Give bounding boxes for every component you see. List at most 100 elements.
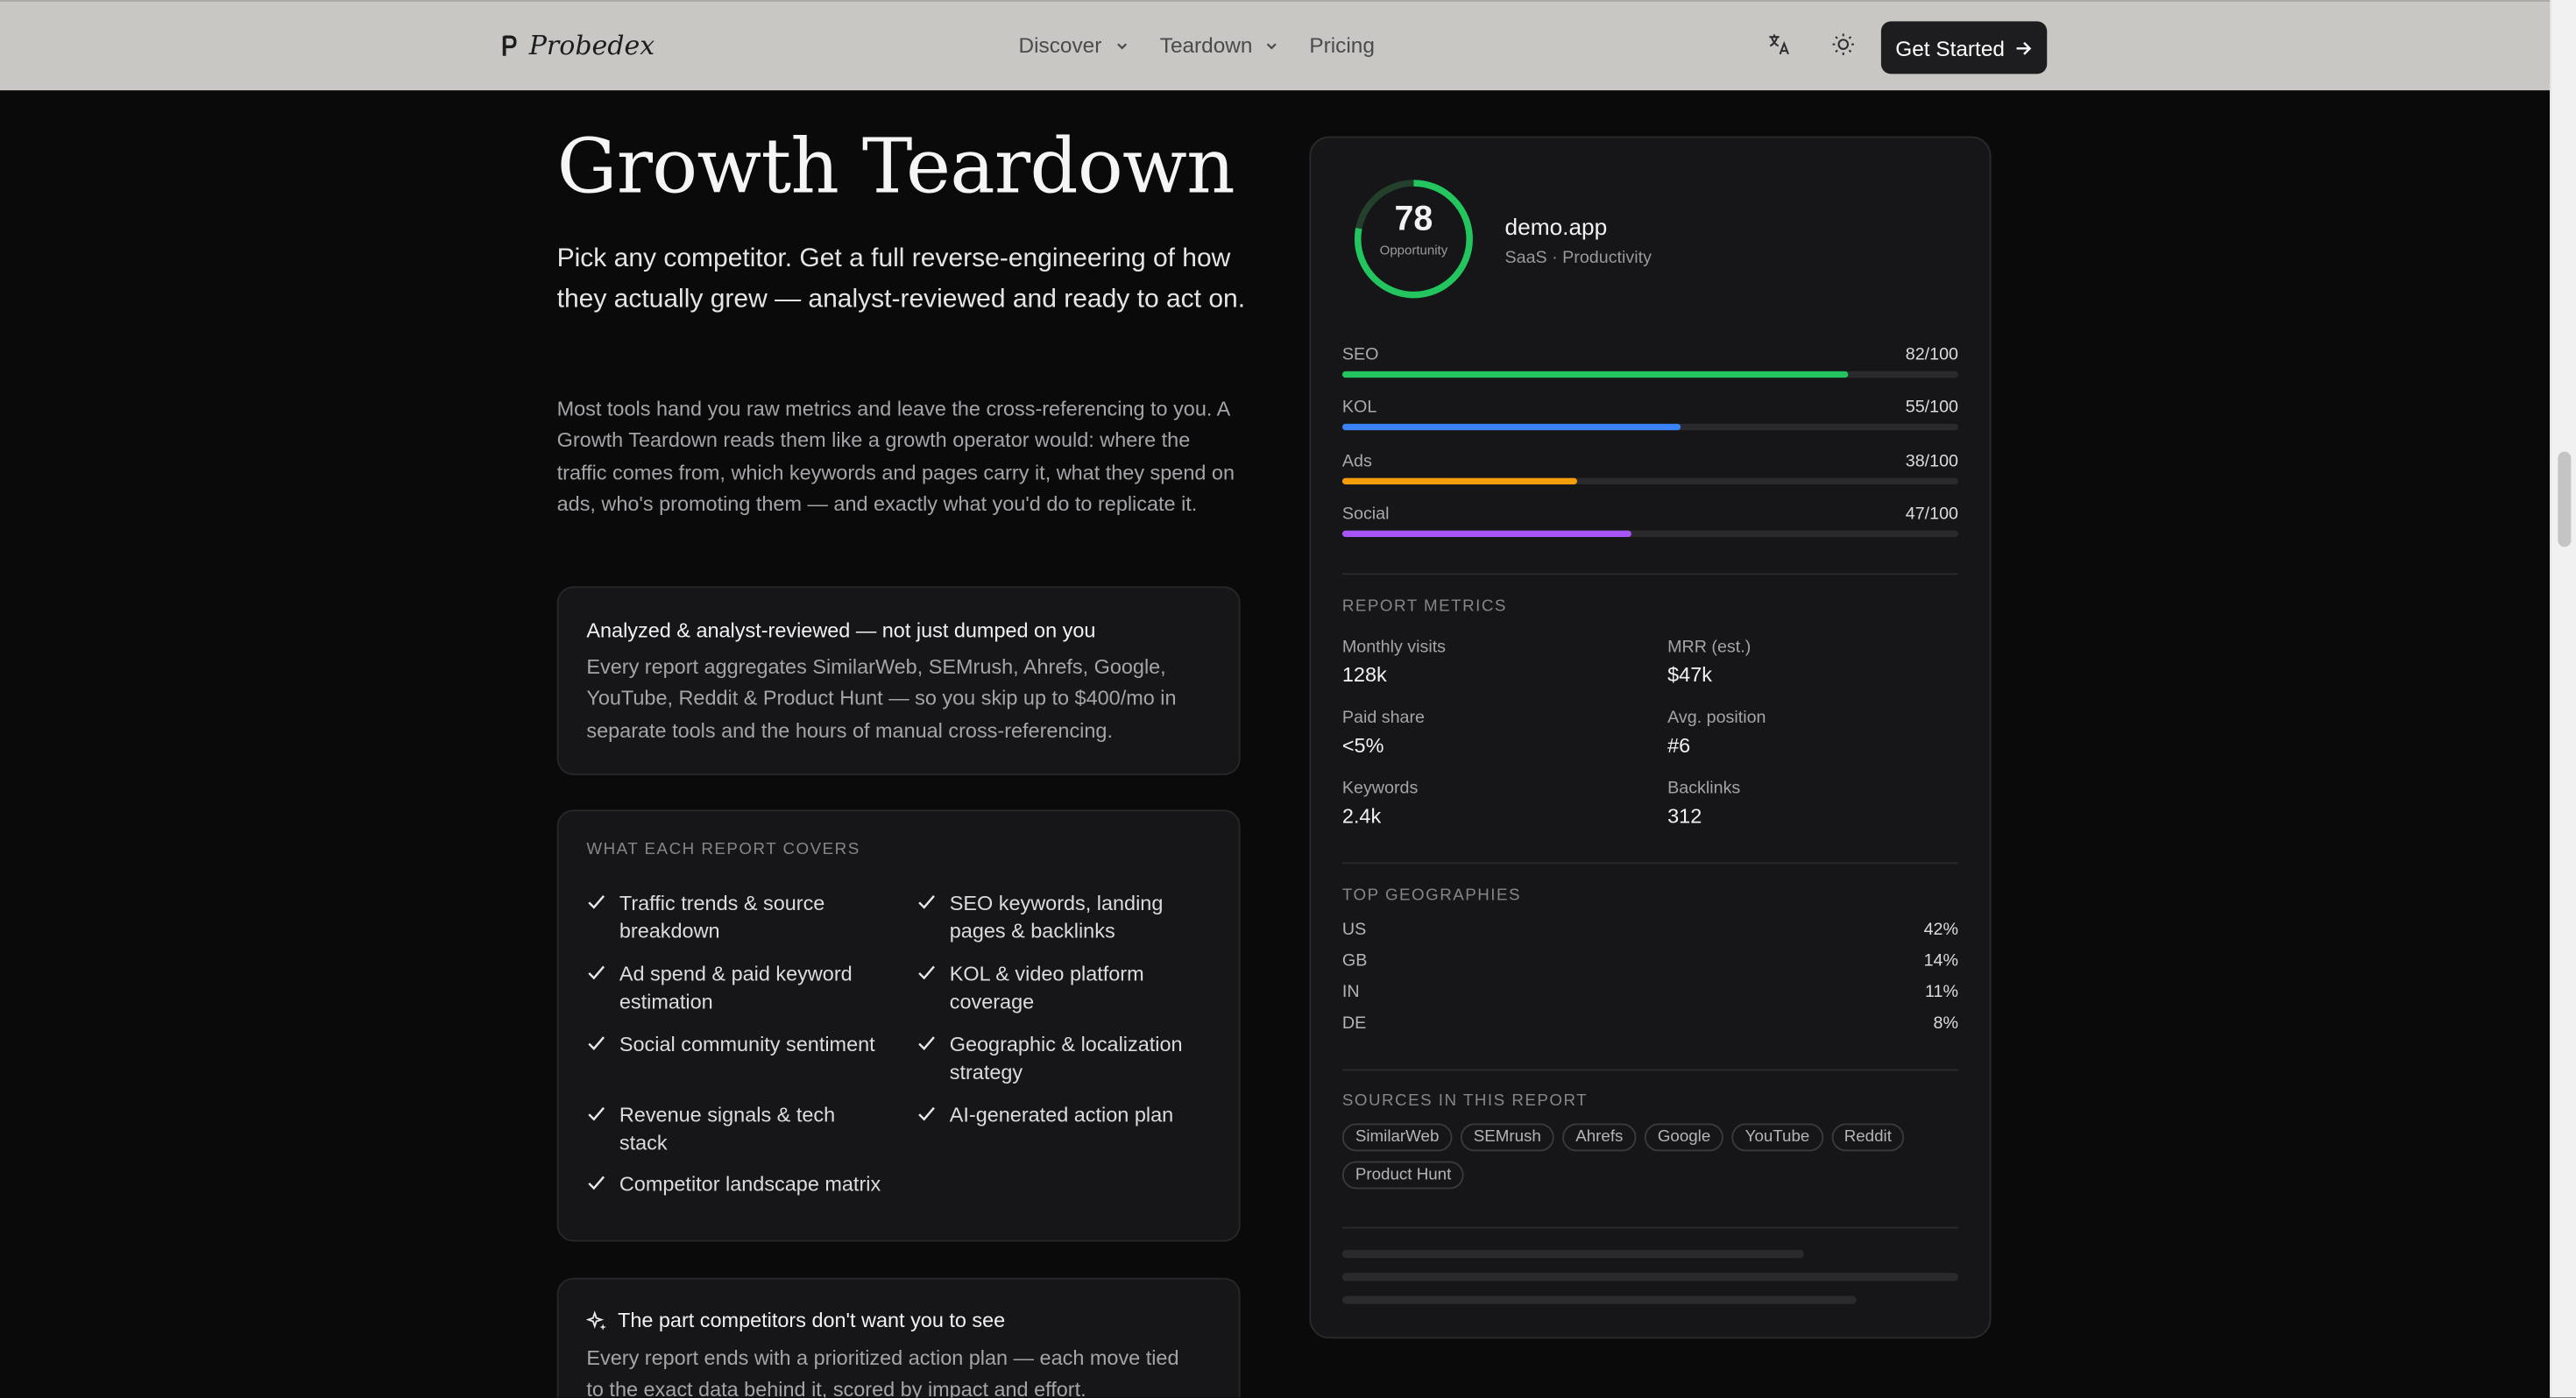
report-covers-item-label: AI-generated action plan bbox=[949, 1104, 1174, 1127]
source-chip: SEMrush bbox=[1460, 1123, 1554, 1152]
check-icon bbox=[588, 1036, 605, 1050]
metric-label: Backlinks bbox=[1667, 778, 1741, 799]
metric-value: 312 bbox=[1667, 804, 1702, 828]
channel-score-label: Ads bbox=[1341, 451, 1372, 472]
channel-score-track bbox=[1341, 423, 1958, 431]
geography-country: US bbox=[1341, 920, 1367, 940]
channel-score-value: 47/100 bbox=[1905, 504, 1958, 525]
metric-value: #6 bbox=[1667, 734, 1691, 758]
geography-country: GB bbox=[1341, 950, 1368, 971]
report-covers-heading: WHAT EACH REPORT COVERS bbox=[586, 841, 860, 859]
geography-share: 11% bbox=[1925, 982, 1958, 1002]
scrollbar-thumb[interactable] bbox=[2558, 451, 2572, 547]
get-started-label: Get Started bbox=[1895, 35, 2005, 60]
report-covers-item-label: SEO keywords, landing pages & backlinks bbox=[949, 892, 1164, 943]
channel-score-fill bbox=[1341, 477, 1577, 485]
report-covers-item-label: Social community sentiment bbox=[619, 1033, 875, 1056]
metric-label: Keywords bbox=[1341, 778, 1419, 799]
report-app-category: SaaS · Productivity bbox=[1504, 248, 1652, 268]
top-geographies-heading: TOP GEOGRAPHIES bbox=[1341, 886, 1522, 906]
action-plan-card: The part competitors don't want you to s… bbox=[556, 1277, 1241, 1398]
action-plan-text: Every report ends with a prioritized act… bbox=[586, 1346, 1179, 1398]
source-chip: Product Hunt bbox=[1341, 1161, 1465, 1190]
channel-score-label: KOL bbox=[1341, 397, 1377, 418]
nav-pricing[interactable]: Pricing bbox=[1309, 33, 1375, 58]
divider bbox=[1341, 862, 1958, 865]
channel-score-fill bbox=[1341, 371, 1848, 378]
metric-label: MRR (est.) bbox=[1667, 637, 1752, 658]
skeleton-line bbox=[1341, 1273, 1958, 1282]
report-covers-item-label: Competitor landscape matrix bbox=[619, 1172, 881, 1196]
nav-discover[interactable]: Discover bbox=[1019, 33, 1129, 58]
skeleton-line bbox=[1341, 1296, 1857, 1304]
divider bbox=[1341, 573, 1958, 575]
analyzed-card-text: Every report aggregates SimilarWeb, SEMr… bbox=[586, 655, 1177, 743]
channel-score-value: 38/100 bbox=[1905, 451, 1958, 472]
report-covers-item: Competitor landscape matrix bbox=[586, 1171, 882, 1199]
opportunity-score-arc bbox=[1354, 180, 1473, 299]
check-icon bbox=[588, 1106, 605, 1121]
source-chip: Ahrefs bbox=[1562, 1123, 1637, 1152]
report-covers-item: Social community sentiment bbox=[586, 1032, 882, 1060]
geography-country: DE bbox=[1341, 1013, 1367, 1034]
report-covers-item: Revenue signals & tech stack bbox=[586, 1102, 882, 1158]
channel-score-track bbox=[1341, 477, 1958, 485]
channel-score-fill bbox=[1341, 423, 1681, 431]
channel-score-label: SEO bbox=[1341, 344, 1379, 365]
source-chip: Reddit bbox=[1830, 1123, 1905, 1152]
opportunity-score-value: 78 bbox=[1394, 200, 1433, 238]
chevron-down-icon bbox=[1116, 42, 1127, 49]
brand-logo[interactable]: Probedex bbox=[501, 29, 655, 61]
action-plan-title: The part competitors don't want you to s… bbox=[618, 1309, 1006, 1332]
report-covers-item: Geographic & localization strategy bbox=[916, 1032, 1196, 1088]
channel-score-track bbox=[1341, 371, 1958, 378]
get-started-button[interactable]: Get Started bbox=[1880, 21, 2048, 74]
metric-value: 2.4k bbox=[1341, 804, 1382, 828]
report-covers-item: AI-generated action plan bbox=[916, 1102, 1196, 1130]
report-covers-item-label: Ad spend & paid keyword estimation bbox=[619, 962, 853, 1013]
metric-value: <5% bbox=[1341, 734, 1384, 758]
sun-icon[interactable] bbox=[1830, 32, 1857, 58]
translate-icon[interactable] bbox=[1766, 32, 1793, 58]
check-icon bbox=[588, 965, 605, 980]
check-icon bbox=[918, 1106, 935, 1121]
metric-value: $47k bbox=[1667, 663, 1712, 687]
hero-description: Most tools hand you raw metrics and leav… bbox=[556, 397, 1235, 517]
sources-heading: SOURCES IN THIS REPORT bbox=[1341, 1091, 1589, 1111]
nav-pricing-label: Pricing bbox=[1309, 32, 1375, 58]
check-icon bbox=[918, 895, 935, 909]
top-navbar: Probedex Discover Teardown Pricing Get S… bbox=[0, 0, 2550, 91]
report-metrics-heading: REPORT METRICS bbox=[1341, 597, 1507, 617]
geography-share: 42% bbox=[1923, 920, 1958, 940]
check-icon bbox=[918, 965, 935, 980]
page-title: Growth Teardown bbox=[556, 121, 1235, 210]
chevron-down-icon bbox=[1267, 42, 1277, 49]
divider bbox=[1341, 1069, 1958, 1071]
report-covers-item: KOL & video platform coverage bbox=[916, 961, 1196, 1017]
check-icon bbox=[918, 1036, 935, 1050]
channel-score-track bbox=[1341, 530, 1958, 538]
nav-discover-label: Discover bbox=[1018, 32, 1102, 58]
skeleton-line bbox=[1341, 1249, 1804, 1259]
arrow-right-icon bbox=[2017, 40, 2032, 54]
report-covers-item: SEO keywords, landing pages & backlinks bbox=[916, 890, 1196, 946]
report-covers-card: WHAT EACH REPORT COVERS Traffic trends &… bbox=[556, 809, 1241, 1242]
report-covers-item: Ad spend & paid keyword estimation bbox=[586, 961, 882, 1017]
channel-score-label: Social bbox=[1341, 504, 1390, 525]
channel-score-value: 55/100 bbox=[1905, 397, 1958, 418]
hero-lead: Pick any competitor. Get a full reverse-… bbox=[556, 244, 1246, 314]
page-scrollbar[interactable] bbox=[2550, 0, 2576, 1398]
source-chip: Google bbox=[1644, 1123, 1724, 1152]
report-covers-item-label: KOL & video platform coverage bbox=[949, 962, 1144, 1013]
metric-label: Avg. position bbox=[1667, 708, 1766, 728]
nav-teardown[interactable]: Teardown bbox=[1160, 33, 1279, 58]
divider bbox=[1341, 1226, 1958, 1229]
source-chip: SimilarWeb bbox=[1341, 1123, 1453, 1152]
nav-teardown-label: Teardown bbox=[1159, 32, 1253, 58]
sparkle-icon bbox=[586, 1310, 606, 1331]
channel-score-value: 82/100 bbox=[1905, 344, 1958, 365]
metric-label: Paid share bbox=[1341, 708, 1426, 728]
brand-name: Probedex bbox=[528, 29, 655, 61]
analyzed-card: Analyzed & analyst-reviewed — not just d… bbox=[556, 586, 1241, 775]
source-chip: YouTube bbox=[1731, 1123, 1823, 1152]
